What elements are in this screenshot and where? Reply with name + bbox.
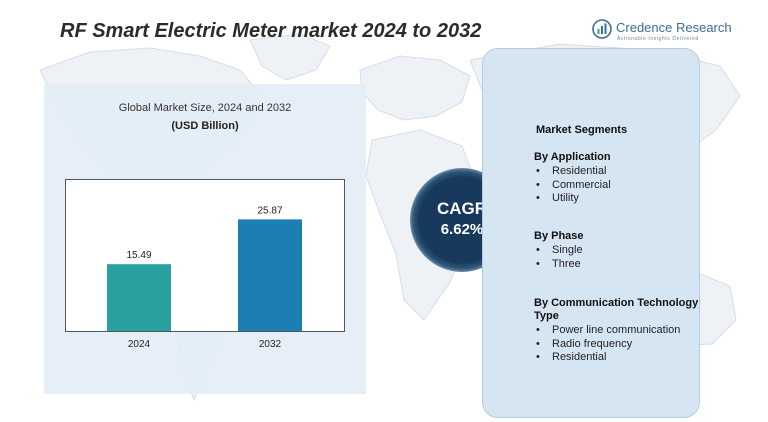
segment-list: Residential Commercial Utility xyxy=(534,165,699,206)
x-axis-labels: 2024 2032 xyxy=(65,339,345,353)
segment-item: Power line communication xyxy=(534,324,699,338)
brand-tagline: Actionable Insights Delivered xyxy=(617,36,699,42)
segment-item: Radio frequency xyxy=(534,338,699,352)
segment-list: Single Three xyxy=(534,244,699,271)
greenland-shape xyxy=(249,33,331,81)
segment-group-title: By Phase xyxy=(534,230,584,242)
chart-panel: Global Market Size, 2024 and 2032 (USD B… xyxy=(44,84,366,394)
segment-item: Residential xyxy=(534,351,699,365)
market-segments-heading: Market Segments xyxy=(536,124,628,136)
europe-shape xyxy=(359,55,471,121)
plot-area: 15.49 25.87 xyxy=(65,179,345,332)
cagr-label: CAGR xyxy=(436,199,488,218)
page-title: RF Smart Electric Meter market 2024 to 2… xyxy=(60,20,482,42)
segment-item: Single xyxy=(534,244,699,258)
brand-logo: Credence Research Actionable Insights De… xyxy=(592,18,742,48)
segment-item: Residential xyxy=(534,165,699,179)
data-label-2024: 15.49 xyxy=(126,250,151,261)
segment-list: Power line communication Radio frequency… xyxy=(534,324,699,365)
segment-group-title: By Application xyxy=(534,151,611,163)
chart-title: Global Market Size, 2024 and 2032 xyxy=(118,102,292,114)
market-segments-panel: Market Segments By Application Residenti… xyxy=(482,48,700,418)
segment-item: Commercial xyxy=(534,179,699,193)
chart-unit-label: (USD Billion) xyxy=(171,120,239,132)
segment-group-communication: By Communication Technology Type Power l… xyxy=(534,297,699,365)
x-tick-label-2024: 2024 xyxy=(127,339,151,350)
bar-2032 xyxy=(238,219,302,331)
segment-group-phase: By Phase Single Three xyxy=(534,230,699,271)
credence-research-logo-icon xyxy=(592,19,612,39)
segment-group-title: By Communication Technology Type xyxy=(534,297,699,322)
brand-name: Credence Research xyxy=(616,20,732,35)
data-label-2032: 25.87 xyxy=(257,205,282,216)
segment-group-application: By Application Residential Commercial Ut… xyxy=(534,151,699,206)
segment-item: Utility xyxy=(534,192,699,206)
bar-2024 xyxy=(107,264,171,331)
segment-item: Three xyxy=(534,258,699,272)
cagr-value: 6.62% xyxy=(440,221,484,238)
x-tick-label-2032: 2032 xyxy=(258,339,282,350)
bar-chart: 15.49 25.87 xyxy=(107,205,302,331)
